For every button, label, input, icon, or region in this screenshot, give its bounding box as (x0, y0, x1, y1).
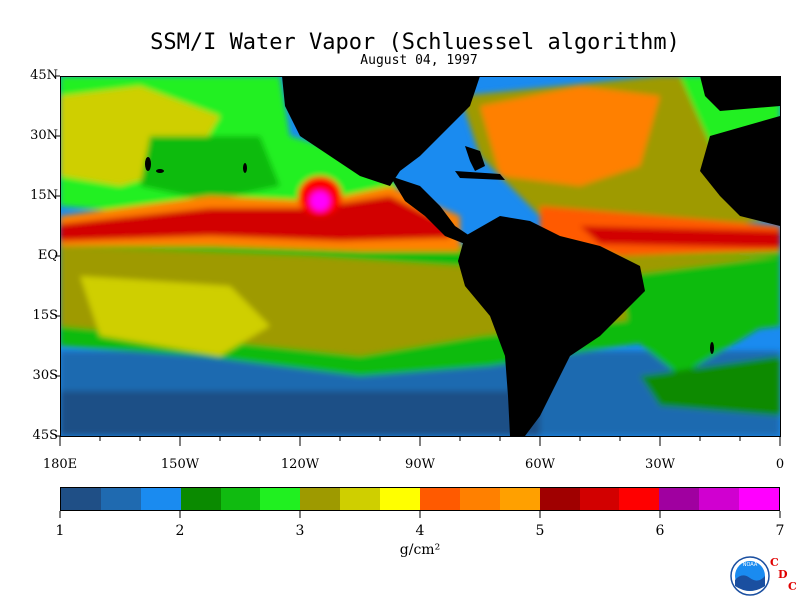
colorbar-tick-label: 3 (295, 523, 305, 539)
colorbar-swatch (420, 488, 460, 510)
lon-label: 180E (42, 457, 78, 472)
lat-label: 30S (32, 368, 58, 383)
noaa-logo-icon: NOAA (730, 556, 770, 596)
vapor-field (60, 76, 780, 436)
colorbar-swatch (180, 488, 221, 510)
map-date: August 04, 1997 (360, 53, 478, 68)
colorbar-tick-label: 4 (415, 523, 425, 539)
colorbar-swatch (260, 488, 301, 510)
colorbar-units: g/cm² (399, 542, 441, 558)
colorbar-swatch (220, 488, 261, 510)
colorbar-swatch (739, 488, 780, 510)
colorbar-tick-label: 6 (655, 523, 665, 539)
water-vapor-map (60, 76, 780, 436)
colorbar-swatch (140, 488, 181, 510)
colorbar-swatch (499, 488, 540, 510)
islands (145, 157, 714, 354)
map-title: SSM/I Water Vapor (Schluessel algorithm) (150, 30, 680, 55)
lon-label: 150W (160, 457, 200, 472)
land-mass (282, 76, 780, 436)
lat-label: 15N (30, 188, 58, 203)
colorbar (60, 487, 780, 511)
lon-label: 90W (405, 457, 435, 472)
lon-label: 0 (775, 457, 785, 472)
colorbar-swatch (699, 488, 740, 510)
lon-label: 60W (525, 457, 555, 472)
colorbar-tick-label: 2 (175, 523, 185, 539)
lat-label: 45N (30, 68, 58, 83)
lon-label: 30W (645, 457, 675, 472)
colorbar-swatch (459, 488, 500, 510)
colorbar-swatch (100, 488, 141, 510)
logo-letter-d: D (778, 568, 788, 581)
colorbar-tick-label: 1 (55, 523, 65, 539)
colorbar-swatch (579, 488, 620, 510)
lat-label: 45S (32, 428, 58, 443)
lat-label: EQ (37, 248, 58, 263)
logo-letter-c2: C (788, 580, 797, 593)
colorbar-tick-label: 7 (775, 523, 785, 539)
colorbar-swatch (340, 488, 381, 510)
colorbar-swatch (539, 488, 580, 510)
colorbar-swatch (619, 488, 660, 510)
colorbar-swatch (300, 488, 341, 510)
colorbar-tick-label: 5 (535, 523, 545, 539)
lon-label: 120W (280, 457, 320, 472)
colorbar-swatch (61, 488, 101, 510)
colorbar-swatch (380, 488, 421, 510)
colorbar-swatch (659, 488, 700, 510)
lat-label: 15S (32, 308, 58, 323)
logo-text: NOAA (743, 562, 758, 568)
logo-letter-c1: C (770, 556, 779, 569)
lat-label: 30N (30, 128, 58, 143)
